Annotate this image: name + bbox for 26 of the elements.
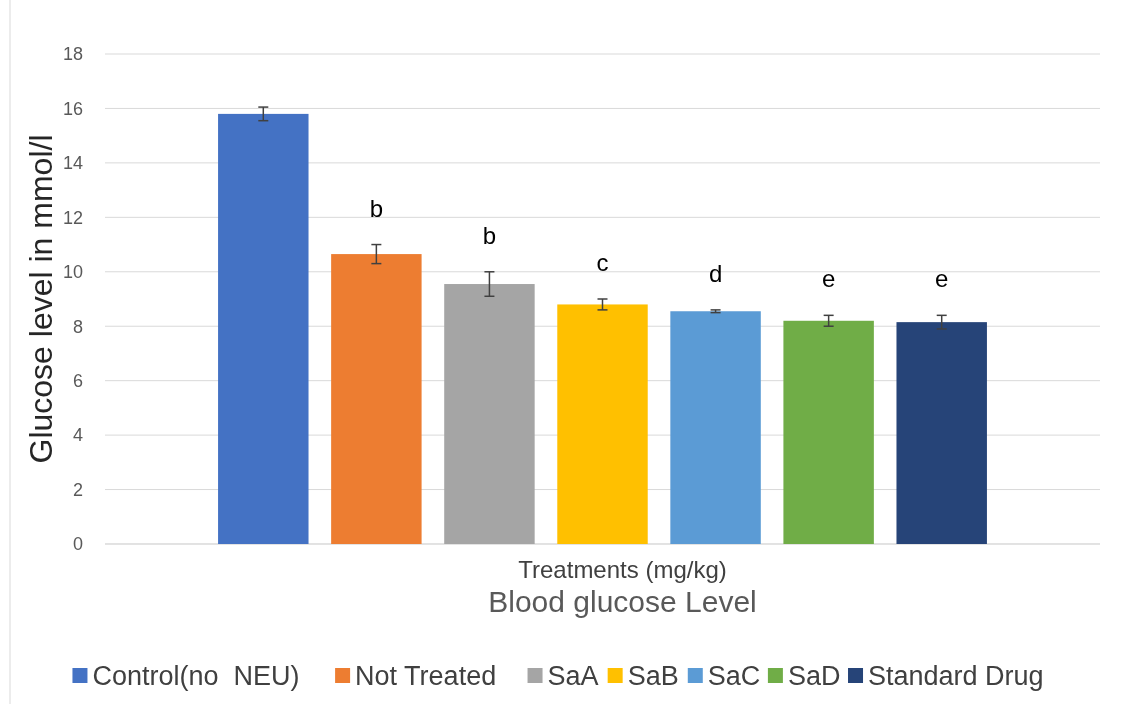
y-tick-label: 4 — [72, 425, 83, 446]
legend-label: Control(no NEU) — [92, 661, 300, 692]
text: Blood glucose Level — [488, 585, 757, 618]
legend-label: SaC — [707, 661, 761, 692]
y-tick-label: 16 — [62, 98, 83, 119]
y-tick-label: 12 — [62, 207, 83, 228]
legend-label: Standard Drug — [868, 661, 1044, 692]
y-tick-label: 18 — [62, 44, 83, 65]
x-axis-title: Treatments (mg/kg) — [518, 556, 727, 583]
annotation: e — [935, 265, 949, 293]
y-axis-title: Glucose level in mmol/l — [23, 134, 59, 464]
legend-label: SaD — [787, 661, 841, 692]
annotation: b — [482, 221, 497, 249]
annotation: c — [596, 249, 609, 276]
legend-label: Not Treated — [355, 661, 497, 692]
y-tick-label: 10 — [62, 262, 83, 283]
y-tick-label: 0 — [72, 534, 83, 555]
y-tick-label: 8 — [72, 316, 83, 337]
annotation: b — [369, 194, 384, 222]
y-tick-label: 6 — [72, 370, 83, 391]
legend-label: SaA — [547, 661, 599, 692]
y-tick-label: 2 — [72, 479, 83, 500]
annotation: d — [708, 259, 723, 287]
legend-label: SaB — [627, 661, 679, 692]
annotation: e — [821, 265, 836, 293]
y-tick-label: 14 — [62, 153, 83, 174]
